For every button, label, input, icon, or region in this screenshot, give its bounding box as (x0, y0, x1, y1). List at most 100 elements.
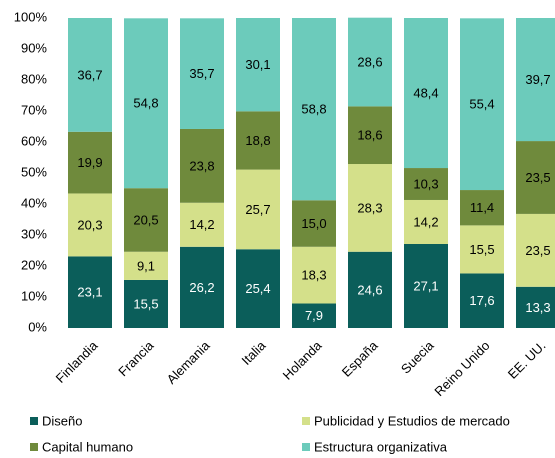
x-tick-label: Holanda (280, 337, 325, 382)
bar-segment (68, 256, 112, 328)
bar-segment (404, 18, 448, 169)
value-label: 36,7 (77, 67, 102, 82)
value-label: 55,4 (469, 97, 494, 112)
y-tick-label: 10% (21, 288, 47, 303)
bar-segment (124, 279, 168, 328)
value-label: 48,4 (413, 85, 438, 100)
bar-segment (68, 18, 112, 132)
value-label: 14,2 (189, 217, 214, 232)
bar-segment (516, 213, 555, 287)
value-label: 15,5 (133, 296, 158, 311)
value-label: 23,1 (77, 285, 102, 300)
bar-segment (460, 190, 504, 226)
value-label: 20,3 (77, 217, 102, 232)
bar-segment (180, 246, 224, 328)
value-label: 54,8 (133, 96, 158, 111)
value-label: 20,5 (133, 212, 158, 227)
legend-label: Publicidad y Estudios de mercado (314, 413, 510, 428)
value-label: 30,1 (245, 57, 270, 72)
value-label: 19,9 (77, 155, 102, 170)
bar-segment (348, 164, 392, 252)
bar-segment (124, 251, 168, 280)
x-tick-label: España (339, 337, 381, 379)
bar-segment (292, 18, 336, 201)
value-label: 15,5 (469, 242, 494, 257)
bar-segment (516, 141, 555, 214)
legend-label: Estructura organizativa (314, 439, 448, 454)
x-tick-label: Francia (115, 337, 157, 379)
x-tick-label: Alemania (164, 337, 213, 386)
bar-segment (516, 286, 555, 328)
legend-label: Capital humano (42, 439, 133, 454)
y-tick-label: 30% (21, 226, 47, 241)
x-tick-label: EE. UU. (505, 338, 549, 382)
y-tick-label: 20% (21, 257, 47, 272)
x-tick-label: Reino Unido (431, 338, 492, 399)
bar-segment (404, 243, 448, 328)
y-tick-label: 90% (21, 40, 47, 55)
legend-label: Diseño (42, 413, 82, 428)
bar-segment (516, 18, 555, 142)
value-label: 18,3 (301, 268, 326, 283)
value-label: 10,3 (413, 176, 438, 191)
legend-swatch (302, 417, 310, 425)
value-label: 9,1 (137, 258, 155, 273)
x-tick-label: Finlandia (53, 337, 101, 385)
bar-segment (236, 169, 280, 250)
value-label: 15,0 (301, 216, 326, 231)
y-tick-label: 0% (28, 319, 47, 334)
bar-segment (180, 128, 224, 203)
bar-segment (348, 17, 392, 107)
value-label: 23,8 (189, 158, 214, 173)
value-label: 25,7 (245, 202, 270, 217)
y-tick-label: 70% (21, 102, 47, 117)
bar-segment (124, 18, 168, 189)
value-label: 24,6 (357, 282, 382, 297)
legend-swatch (30, 443, 38, 451)
bar-segment (236, 249, 280, 328)
bar-segment (292, 200, 336, 247)
value-label: 28,3 (357, 200, 382, 215)
bar-segment (292, 246, 336, 304)
bar-segment (124, 188, 168, 252)
bar-segment (460, 273, 504, 328)
value-label: 18,8 (245, 133, 270, 148)
value-label: 13,3 (525, 300, 550, 315)
bar-segment (180, 202, 224, 247)
y-tick-label: 80% (21, 71, 47, 86)
value-label: 23,5 (525, 243, 550, 258)
value-label: 23,5 (525, 170, 550, 185)
bar-segment (180, 18, 224, 129)
y-tick-label: 100% (14, 9, 48, 24)
value-label: 18,6 (357, 128, 382, 143)
bar-segment (460, 18, 504, 191)
value-label: 14,2 (413, 214, 438, 229)
bar-segment (236, 111, 280, 170)
bar-segment (348, 251, 392, 328)
bar-segment (404, 168, 448, 200)
value-label: 28,6 (357, 54, 382, 69)
value-label: 35,7 (189, 66, 214, 81)
value-label: 11,4 (470, 200, 494, 215)
value-label: 58,8 (301, 102, 326, 117)
y-tick-label: 40% (21, 195, 47, 210)
bar-segment (236, 18, 280, 112)
value-label: 39,7 (525, 72, 550, 87)
y-tick-label: 50% (21, 164, 47, 179)
x-tick-label: Italia (239, 337, 270, 368)
bar-segment (292, 303, 336, 328)
value-label: 17,6 (469, 293, 494, 308)
bar-segment (68, 131, 112, 194)
value-label: 26,2 (189, 280, 214, 295)
bar-segment (348, 106, 392, 165)
bar-segment (404, 199, 448, 244)
bar-segment (68, 193, 112, 257)
legend-swatch (30, 417, 38, 425)
y-tick-label: 60% (21, 133, 47, 148)
x-tick-label: Suecia (398, 337, 437, 376)
value-label: 7,9 (305, 308, 323, 323)
legend-swatch (302, 443, 310, 451)
value-label: 25,4 (245, 281, 270, 296)
bar-segment (460, 225, 504, 274)
